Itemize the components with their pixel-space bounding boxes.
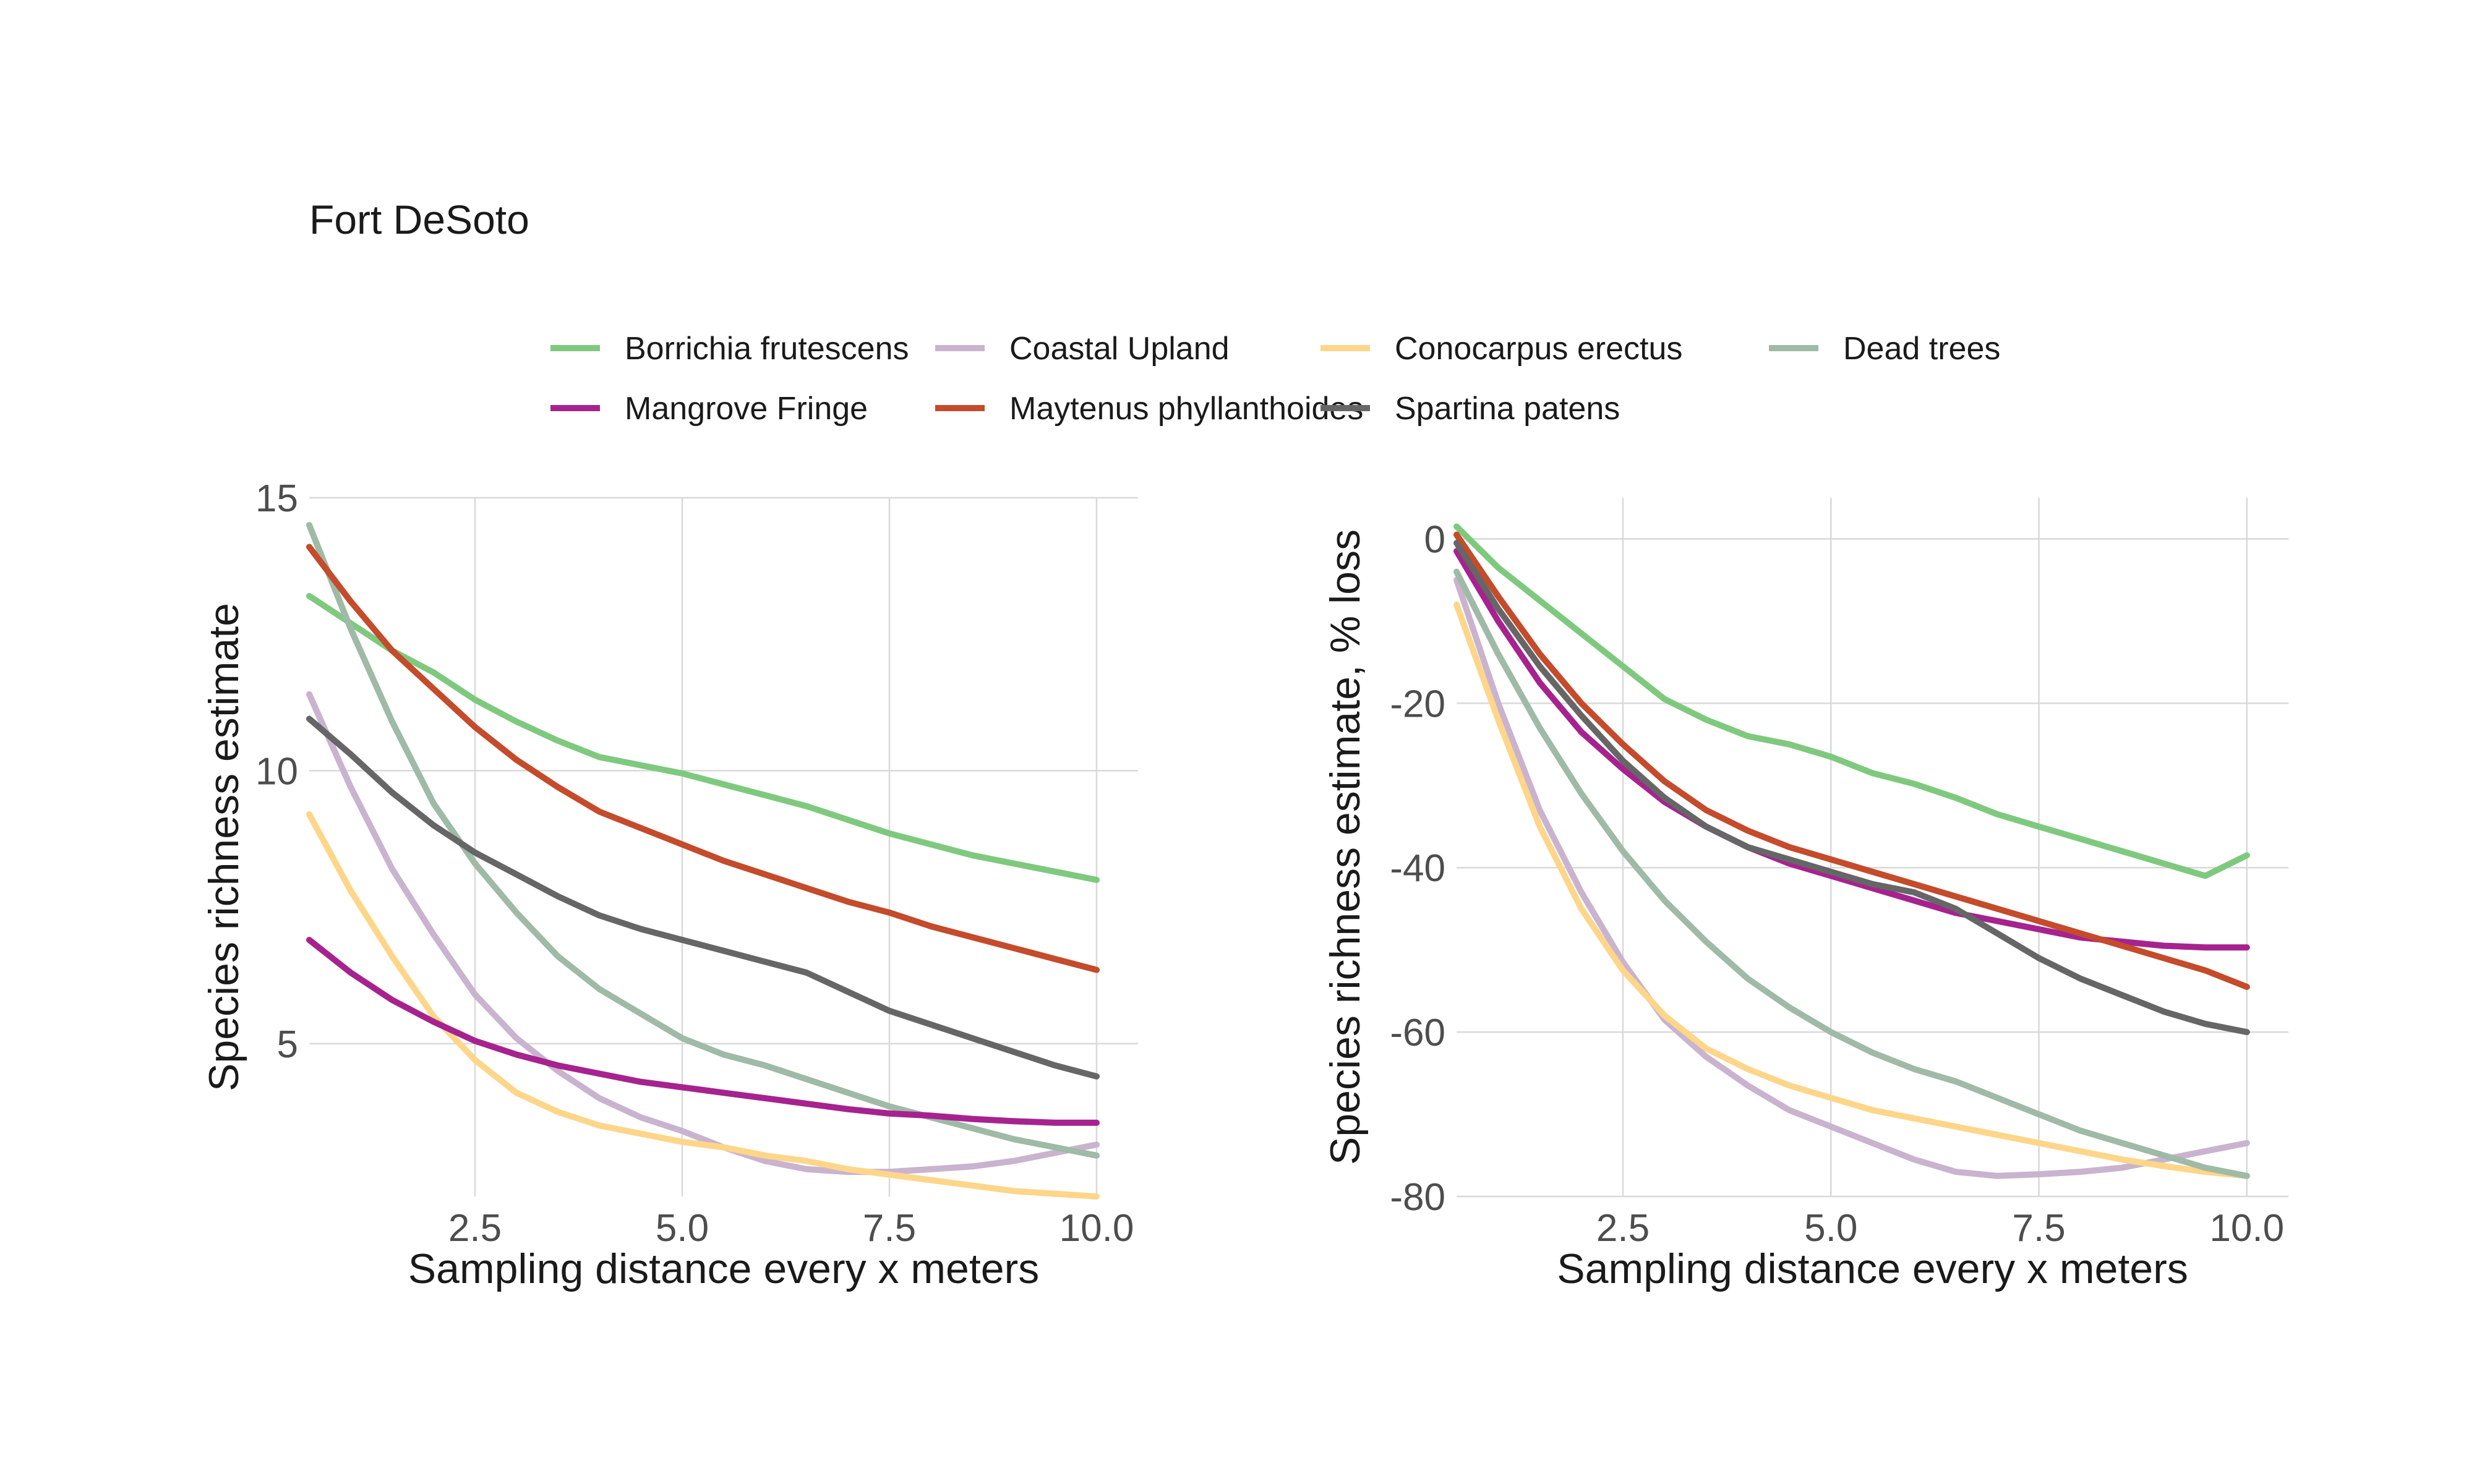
series-lines (1453, 523, 2250, 1179)
x-axis-title: Sampling distance every x meters (1557, 1245, 2188, 1292)
legend-item: Borrichia frutescens (550, 331, 909, 367)
x-tick-label: 7.5 (2012, 1207, 2065, 1250)
legend-label: Borrichia frutescens (625, 331, 909, 367)
legend-label: Spartina patens (1395, 391, 1620, 427)
legend-item: Coastal Upland (935, 331, 1230, 367)
legend-label: Dead trees (1843, 331, 2000, 367)
y-tick-label: 5 (277, 1023, 298, 1066)
figure-title: Fort DeSoto (309, 197, 529, 242)
legend-item: Dead trees (1769, 331, 2000, 367)
y-tick-label: -80 (1390, 1176, 1445, 1219)
y-tick-label: 10 (255, 750, 298, 793)
x-tick-label: 10.0 (1059, 1207, 1134, 1250)
legend: Borrichia frutescens Coastal Upland Conoca… (550, 331, 2000, 427)
series-line-spartina-patens (1453, 540, 2250, 1036)
series-line-maytenus-phyllanthoides (1453, 531, 2250, 990)
panel-richness: 2.5 5.0 7.5 10.0 5 10 15 Sampling distance ever… (200, 477, 1138, 1292)
legend-label: Mangrove Fringe (625, 391, 868, 427)
panel-percent-loss: 2.5 5.0 7.5 10.0 0 -20 -40 -60 -80 Sampling dista… (1322, 498, 2288, 1292)
series-line-coastal-upland (306, 691, 1100, 1175)
x-tick-label: 5.0 (656, 1207, 709, 1250)
series-line-spartina-patens (306, 715, 1100, 1080)
y-axis-title: Species richness estimate (200, 603, 247, 1091)
y-tick-label: -20 (1390, 683, 1445, 725)
series-line-coastal-upland (1453, 576, 2250, 1179)
series-lines (306, 522, 1100, 1200)
series-line-borrichia-frutescens (1453, 523, 2250, 879)
x-tick-label: 2.5 (448, 1207, 502, 1250)
series-line-conocarpus-erectus (1453, 601, 2250, 1179)
series-line-dead-trees (1453, 568, 2250, 1179)
x-axis-title: Sampling distance every x meters (408, 1245, 1039, 1292)
legend-label: Coastal Upland (1009, 331, 1230, 367)
x-tick-label: 7.5 (863, 1207, 916, 1250)
y-axis-title: Species richness estimate, % loss (1322, 529, 1369, 1165)
y-tick-label: -40 (1390, 847, 1445, 890)
legend-item: Maytenus phyllanthoides (935, 391, 1363, 427)
legend-label: Conocarpus erectus (1395, 331, 1682, 367)
series-line-dead-trees (306, 522, 1100, 1159)
legend-item: Mangrove Fringe (550, 391, 868, 427)
legend-item: Spartina patens (1320, 391, 1620, 427)
x-tick-label: 2.5 (1596, 1207, 1650, 1250)
gridlines (1457, 498, 2288, 1198)
y-tick-label: 0 (1424, 518, 1445, 561)
series-line-borrichia-frutescens (306, 592, 1100, 883)
y-tick-label: 15 (255, 477, 298, 520)
series-line-maytenus-phyllanthoides (306, 544, 1100, 973)
series-line-mangrove-fringe (306, 937, 1100, 1126)
legend-item: Conocarpus erectus (1320, 331, 1682, 367)
series-line-mangrove-fringe (1453, 548, 2250, 951)
x-tick-label: 10.0 (2209, 1207, 2284, 1250)
legend-label: Maytenus phyllanthoides (1009, 391, 1363, 427)
y-tick-label: -60 (1390, 1012, 1445, 1054)
x-tick-label: 5.0 (1804, 1207, 1857, 1250)
